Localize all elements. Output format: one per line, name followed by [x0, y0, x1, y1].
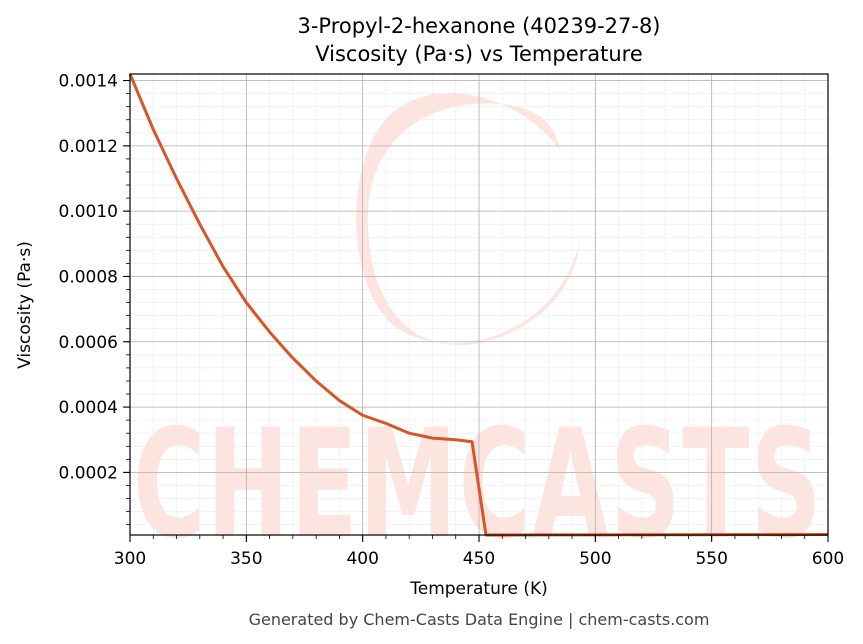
y-tick-label: 0.0004 [59, 398, 118, 418]
y-tick-labels: 0.0002 0.0004 0.0006 0.0008 0.0010 0.0012 0.00… [59, 72, 118, 484]
x-tick-label: 400 [346, 549, 378, 569]
y-tick-label: 0.0010 [59, 202, 118, 222]
x-tick-label: 500 [579, 549, 611, 569]
chart-title-line1: 3-Propyl-2-hexanone (40239-27-8) [297, 14, 660, 38]
x-axis-label: Temperature (K) [409, 579, 548, 599]
x-tick-label: 450 [463, 549, 495, 569]
y-tick-label: 0.0008 [59, 267, 118, 287]
x-tick-label: 350 [230, 549, 262, 569]
x-tick-labels: 300 350 400 450 500 550 600 [114, 549, 844, 569]
x-tick-label: 600 [812, 549, 844, 569]
footer-credit: Generated by Chem-Casts Data Engine | ch… [249, 610, 710, 629]
y-axis-label: Viscosity (Pa·s) [15, 241, 35, 369]
y-tick-label: 0.0012 [59, 137, 118, 157]
watermark-logo: CHEMCASTS [133, 93, 821, 572]
y-tick-label: 0.0014 [59, 72, 118, 92]
y-tick-label: 0.0006 [59, 333, 118, 353]
watermark-swirl-icon [356, 93, 580, 346]
ticks-layer [123, 79, 829, 542]
chart-title-line2: Viscosity (Pa·s) vs Temperature [315, 42, 643, 66]
x-tick-label: 550 [695, 549, 727, 569]
x-tick-label: 300 [114, 549, 146, 569]
major-grid [129, 74, 829, 535]
y-tick-label: 0.0002 [59, 463, 118, 483]
